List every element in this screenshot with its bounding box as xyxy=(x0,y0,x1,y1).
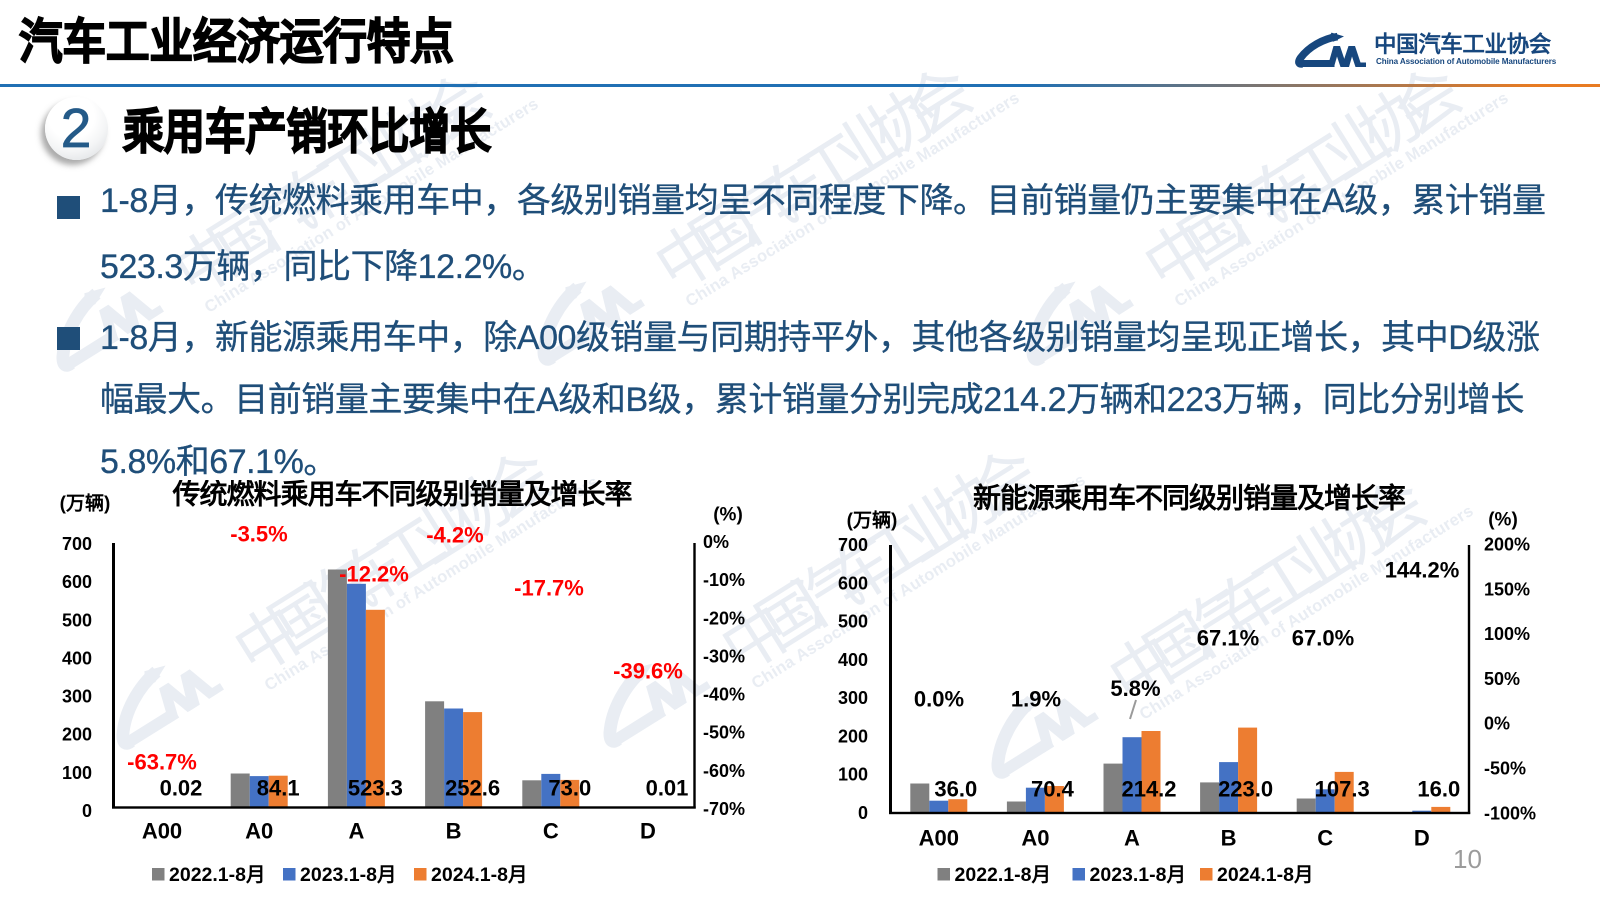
svg-text:2023.1-8月: 2023.1-8月 xyxy=(300,864,396,886)
svg-text:100: 100 xyxy=(62,763,92,783)
svg-text:-17.7%: -17.7% xyxy=(514,576,584,601)
svg-text:-40%: -40% xyxy=(703,685,745,705)
svg-text:200: 200 xyxy=(62,725,92,745)
svg-text:-10%: -10% xyxy=(703,570,745,590)
svg-text:252.6: 252.6 xyxy=(445,776,500,801)
svg-text:67.1%: 67.1% xyxy=(1197,626,1259,651)
svg-text:-70%: -70% xyxy=(703,799,745,819)
svg-text:523.3: 523.3 xyxy=(348,776,403,801)
svg-text:2024.1-8月: 2024.1-8月 xyxy=(431,864,527,886)
svg-text:(%): (%) xyxy=(1488,510,1518,531)
svg-text:A0: A0 xyxy=(1021,826,1049,851)
svg-text:67.0%: 67.0% xyxy=(1292,626,1354,651)
svg-text:(万辆): (万辆) xyxy=(60,492,111,515)
svg-text:36.0: 36.0 xyxy=(934,777,977,802)
svg-text:0%: 0% xyxy=(1484,714,1510,734)
svg-text:300: 300 xyxy=(838,688,868,708)
svg-text:2022.1-8月: 2022.1-8月 xyxy=(955,864,1051,886)
svg-text:2023.1-8月: 2023.1-8月 xyxy=(1090,864,1186,886)
svg-text:0: 0 xyxy=(858,803,868,823)
svg-text:A0: A0 xyxy=(245,819,273,844)
svg-text:-3.5%: -3.5% xyxy=(230,522,287,547)
svg-text:100: 100 xyxy=(838,765,868,785)
svg-text:A00: A00 xyxy=(919,826,959,851)
svg-text:B: B xyxy=(446,819,462,844)
svg-text:200: 200 xyxy=(838,726,868,746)
svg-text:-63.7%: -63.7% xyxy=(127,750,197,775)
svg-text:70.4: 70.4 xyxy=(1031,777,1075,802)
svg-text:223.0: 223.0 xyxy=(1218,777,1273,802)
svg-text:C: C xyxy=(1317,826,1333,851)
svg-text:16.0: 16.0 xyxy=(1417,777,1460,802)
svg-text:-20%: -20% xyxy=(703,608,745,628)
svg-text:C: C xyxy=(543,819,559,844)
svg-text:400: 400 xyxy=(62,648,92,668)
svg-text:2024.1-8月: 2024.1-8月 xyxy=(1217,864,1313,886)
svg-text:600: 600 xyxy=(838,573,868,593)
svg-text:新能源乘用车不同级别销量及增长率: 新能源乘用车不同级别销量及增长率 xyxy=(973,482,1406,514)
svg-text:B: B xyxy=(1221,826,1237,851)
svg-text:A: A xyxy=(348,819,364,844)
svg-text:-100%: -100% xyxy=(1484,803,1536,823)
svg-text:(%): (%) xyxy=(713,505,743,526)
svg-text:5.8%: 5.8% xyxy=(1110,676,1160,701)
svg-text:-4.2%: -4.2% xyxy=(426,523,483,548)
svg-text:D: D xyxy=(1414,826,1430,851)
svg-text:1.9%: 1.9% xyxy=(1011,687,1061,712)
svg-text:-50%: -50% xyxy=(703,723,745,743)
svg-text:100%: 100% xyxy=(1484,624,1530,644)
svg-text:84.1: 84.1 xyxy=(257,776,300,801)
svg-text:700: 700 xyxy=(62,534,92,554)
svg-text:(万辆): (万辆) xyxy=(847,509,898,532)
svg-text:0%: 0% xyxy=(703,532,729,552)
svg-text:144.2%: 144.2% xyxy=(1385,558,1460,583)
svg-text:0: 0 xyxy=(82,801,92,821)
svg-text:73.0: 73.0 xyxy=(548,776,591,801)
svg-text:400: 400 xyxy=(838,650,868,670)
svg-text:700: 700 xyxy=(838,535,868,555)
svg-text:D: D xyxy=(640,819,656,844)
svg-text:0.0%: 0.0% xyxy=(914,687,964,712)
svg-text:200%: 200% xyxy=(1484,535,1530,555)
svg-text:-12.2%: -12.2% xyxy=(339,562,409,587)
svg-text:500: 500 xyxy=(62,610,92,630)
svg-text:107.3: 107.3 xyxy=(1315,777,1370,802)
svg-text:-60%: -60% xyxy=(703,761,745,781)
svg-text:-39.6%: -39.6% xyxy=(613,659,683,684)
svg-text:A: A xyxy=(1124,826,1140,851)
svg-text:50%: 50% xyxy=(1484,669,1520,689)
svg-text:150%: 150% xyxy=(1484,579,1530,599)
svg-text:500: 500 xyxy=(838,612,868,632)
svg-text:A00: A00 xyxy=(142,819,182,844)
svg-text:0.01: 0.01 xyxy=(646,776,689,801)
svg-text:-50%: -50% xyxy=(1484,759,1526,779)
svg-text:214.2: 214.2 xyxy=(1121,777,1176,802)
svg-text:传统燃料乘用车不同级别销量及增长率: 传统燃料乘用车不同级别销量及增长率 xyxy=(171,480,632,510)
svg-text:300: 300 xyxy=(62,687,92,707)
svg-text:600: 600 xyxy=(62,572,92,592)
svg-text:-30%: -30% xyxy=(703,646,745,666)
svg-text:0.02: 0.02 xyxy=(160,776,203,801)
svg-text:2022.1-8月: 2022.1-8月 xyxy=(169,864,265,886)
